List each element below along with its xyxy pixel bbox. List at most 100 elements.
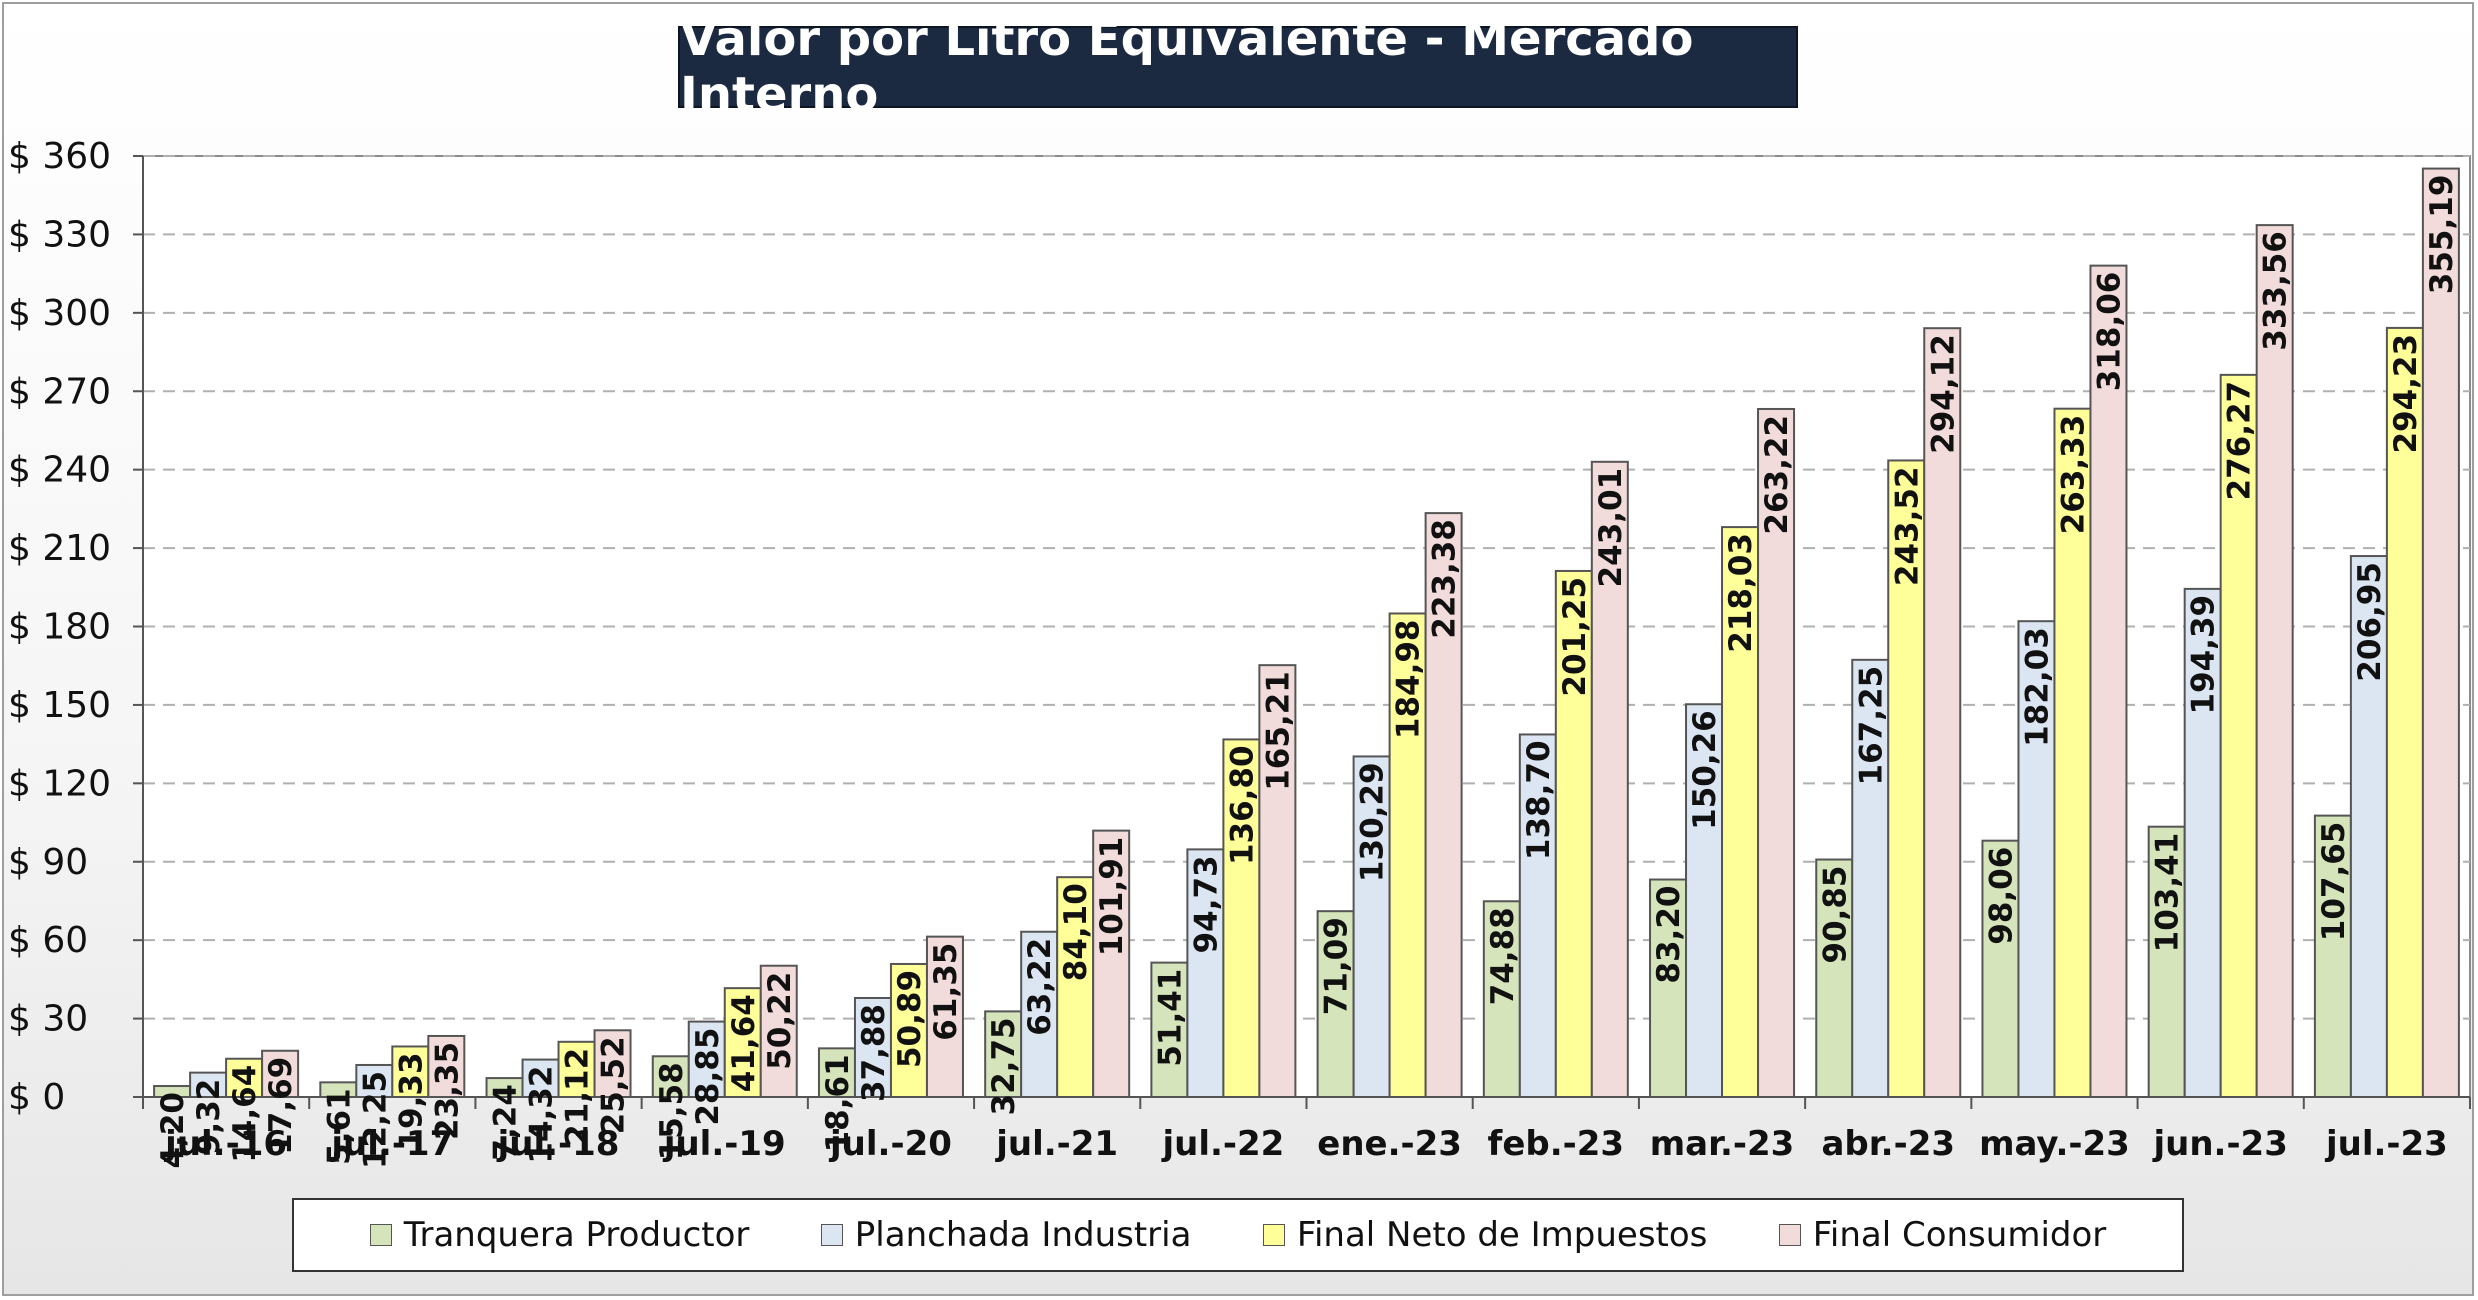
bar (759, 964, 798, 1099)
y-tick-label: $ 180 (8, 607, 111, 648)
data-label: 333,56 (2258, 231, 2294, 351)
y-tick-label: $ 30 (8, 999, 88, 1040)
data-label: 4,20 (155, 1092, 191, 1169)
bar (1388, 612, 1427, 1099)
data-label: 101,91 (1094, 837, 1130, 957)
x-tick-label: jul.-18 (496, 1124, 620, 1164)
bar (651, 1055, 690, 1099)
x-tick-label: jul.-17 (329, 1124, 453, 1164)
legend-item: Final Consumidor (1778, 1215, 2106, 1255)
x-tick-label: abr.-23 (1821, 1124, 1955, 1164)
data-label: 130,29 (1355, 762, 1391, 882)
data-label: 206,95 (2352, 562, 2388, 682)
x-tick-label: jul.-21 (994, 1124, 1118, 1164)
bar (1757, 407, 1796, 1098)
bar (2183, 587, 2222, 1098)
y-tick-label: $ 90 (8, 842, 88, 883)
bar (427, 1034, 466, 1099)
data-label: 94,73 (1188, 855, 1224, 953)
data-label: 201,25 (1557, 577, 1593, 697)
data-label: 243,01 (1593, 468, 1629, 588)
data-label: 167,25 (1853, 666, 1889, 786)
bar (1981, 839, 2020, 1098)
data-label: 103,41 (2150, 833, 2186, 953)
bar (1518, 733, 1557, 1098)
x-tick-label: jun.-23 (2151, 1124, 2287, 1164)
data-label: 263,22 (1759, 415, 1795, 535)
data-label: 138,70 (1521, 740, 1557, 860)
data-label: 63,22 (1022, 938, 1058, 1036)
data-label: 37,88 (856, 1004, 892, 1102)
data-label: 7,24 (488, 1084, 524, 1161)
data-label: 12,25 (357, 1071, 393, 1169)
data-label: 50,22 (762, 972, 798, 1070)
bar (2349, 555, 2388, 1098)
x-tick-label: jul.-22 (1160, 1124, 1284, 1164)
bar (2421, 167, 2460, 1098)
bar (2219, 373, 2258, 1099)
y-tick-label: $ 60 (8, 920, 88, 961)
y-tick-label: $ 150 (8, 685, 111, 726)
bar (1424, 512, 1463, 1098)
bar (2017, 620, 2056, 1098)
data-label: 14,64 (227, 1065, 263, 1163)
data-label: 84,10 (1058, 883, 1094, 981)
bar (1649, 878, 1688, 1098)
data-label: 25,52 (596, 1036, 632, 1134)
x-tick-label: jul.-16 (163, 1124, 287, 1164)
bar (1923, 327, 1962, 1098)
bar (557, 1040, 596, 1099)
data-label: 61,35 (928, 943, 964, 1041)
bar (593, 1029, 632, 1099)
data-label: 14,32 (524, 1066, 560, 1164)
bar (2147, 825, 2186, 1098)
data-label: 223,38 (1427, 519, 1463, 639)
y-tick-label: $ 300 (8, 293, 111, 334)
y-tick-label: $ 360 (8, 136, 111, 177)
y-tick-label: $ 330 (8, 214, 111, 255)
x-tick-label: may.-23 (1979, 1124, 2130, 1164)
data-label: 276,27 (2222, 381, 2258, 501)
y-tick-label: $ 210 (8, 528, 111, 569)
x-tick-label: jul.-19 (662, 1124, 786, 1164)
bar (853, 996, 892, 1099)
data-label: 32,75 (986, 1017, 1022, 1115)
data-label: 107,65 (2316, 822, 2352, 942)
legend-swatch (1778, 1224, 1801, 1246)
data-label: 165,21 (1260, 671, 1296, 791)
y-tick-label: $ 270 (8, 371, 111, 412)
x-tick-label: mar.-23 (1650, 1124, 1795, 1164)
legend-item: Tranquera Productor (369, 1215, 750, 1255)
data-label: 71,09 (1319, 917, 1355, 1015)
bar (1721, 526, 1760, 1098)
x-tick-label: jul.-23 (2324, 1124, 2448, 1164)
legend-label: Final Neto de Impuestos (1296, 1215, 1708, 1255)
data-label: 243,52 (1889, 466, 1925, 586)
y-tick-label: $ 120 (8, 763, 111, 804)
data-label: 19,33 (393, 1052, 429, 1150)
data-label: 98,06 (1983, 847, 2019, 945)
bar (1685, 703, 1724, 1098)
data-label: 21,12 (560, 1048, 596, 1146)
data-label: 23,35 (429, 1042, 465, 1140)
data-label: 294,12 (1925, 334, 1961, 454)
legend-item: Planchada Industria (820, 1215, 1192, 1255)
x-tick-label: feb.-23 (1488, 1124, 1625, 1164)
bar (889, 962, 928, 1098)
data-label: 194,39 (2186, 595, 2222, 715)
data-label: 41,64 (726, 994, 762, 1092)
legend-label: Tranquera Productor (403, 1215, 750, 1255)
bar (1590, 460, 1629, 1098)
legend-label: Planchada Industria (854, 1215, 1192, 1255)
bar (521, 1058, 560, 1098)
chart-legend: Tranquera Productor Planchada Industria Fi… (292, 1198, 2184, 1272)
bar (2313, 814, 2352, 1098)
legend-item: Final Neto de Impuestos (1262, 1215, 1708, 1255)
data-label: 9,32 (191, 1079, 227, 1156)
bar (925, 935, 964, 1099)
data-label: 74,88 (1485, 907, 1521, 1005)
bar (1092, 829, 1131, 1098)
legend-swatch (1262, 1224, 1285, 1246)
data-label: 218,03 (1723, 533, 1759, 653)
